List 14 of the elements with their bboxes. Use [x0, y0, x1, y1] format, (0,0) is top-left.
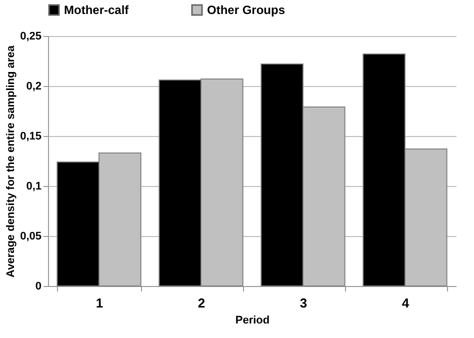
x-tick-label: 3: [300, 296, 308, 310]
x-tick-label: 4: [402, 296, 410, 310]
legend-label: Mother-calf: [64, 3, 130, 17]
x-tick-label: 2: [198, 296, 206, 310]
x-tick-label: 1: [96, 296, 104, 310]
y-tick-label: 0,1: [26, 180, 42, 192]
y-tick-label: 0,05: [20, 230, 42, 242]
y-axis-title: Average density for the entire sampling area: [5, 44, 18, 278]
legend-label: Other Groups: [207, 3, 286, 17]
y-tick-label: 0,25: [20, 30, 42, 42]
y-tick-label: 0: [35, 280, 42, 292]
x-axis-title: Period: [235, 314, 270, 326]
y-tick-label: 0,15: [20, 130, 42, 142]
y-tick-label: 0,2: [26, 80, 42, 92]
